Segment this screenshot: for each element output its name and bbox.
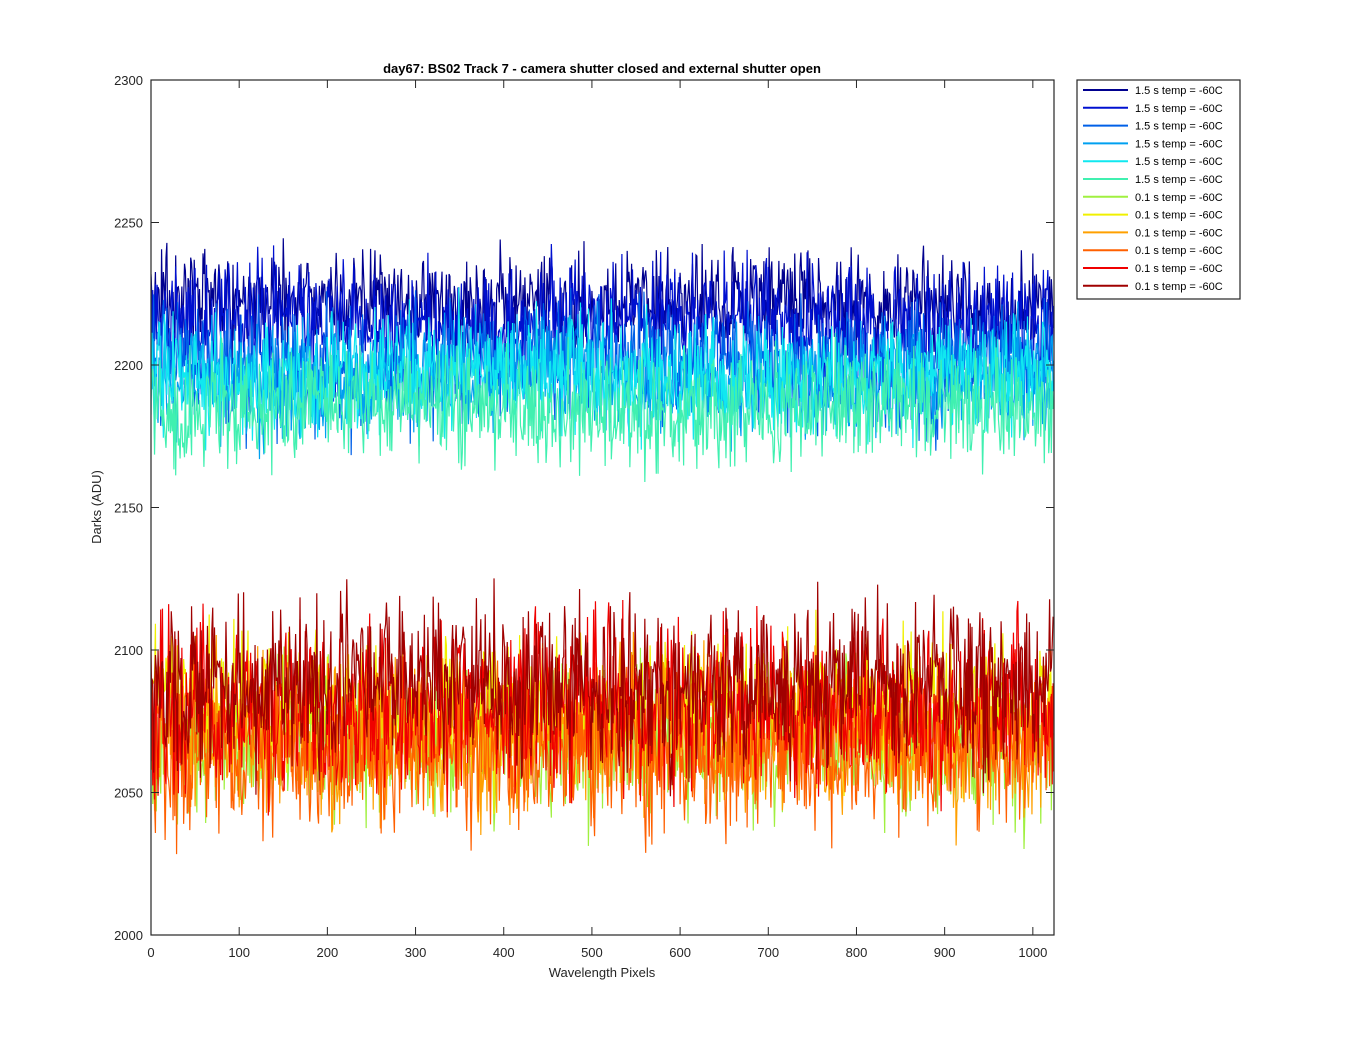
x-tick-label: 100	[228, 945, 250, 960]
series-line-6	[151, 332, 1054, 482]
x-tick-label: 300	[405, 945, 427, 960]
series-line-2	[151, 244, 1054, 402]
x-tick-label: 800	[846, 945, 868, 960]
x-tick-label: 400	[493, 945, 515, 960]
legend-label: 1.5 s temp = -60C	[1135, 103, 1223, 115]
y-tick-label: 2250	[114, 216, 143, 231]
legend-label: 1.5 s temp = -60C	[1135, 174, 1223, 186]
legend-label: 1.5 s temp = -60C	[1135, 121, 1223, 133]
x-tick-label: 500	[581, 945, 603, 960]
y-tick-label: 2000	[114, 928, 143, 943]
legend-items: 1.5 s temp = -60C 1.5 s temp = -60C 1.5 s …	[1083, 85, 1223, 293]
legend-label: 1.5 s temp = -60C	[1135, 156, 1223, 168]
legend-label: 0.1 s temp = -60C	[1135, 227, 1223, 239]
x-tick-label: 700	[757, 945, 779, 960]
legend-label: 0.1 s temp = -60C	[1135, 192, 1223, 204]
series-line-4	[151, 301, 1054, 460]
x-tick-label: 900	[934, 945, 956, 960]
legend-label: 1.5 s temp = -60C	[1135, 138, 1223, 150]
legend-box	[1076, 79, 1241, 300]
y-tick-label: 2150	[114, 501, 143, 516]
y-tick-label: 2300	[114, 73, 143, 88]
y-tick-label: 2050	[114, 786, 143, 801]
legend-label: 0.1 s temp = -60C	[1135, 263, 1223, 275]
legend-label: 0.1 s temp = -60C	[1135, 245, 1223, 257]
x-tick-label: 200	[317, 945, 339, 960]
y-axis-label: Darks (ADU)	[89, 470, 104, 544]
series-layer	[151, 238, 1054, 855]
x-tick-label: 600	[669, 945, 691, 960]
x-axis-label: Wavelength Pixels	[549, 965, 656, 980]
x-tick-label: 0	[147, 945, 154, 960]
ticks-layer: 0 100 200 300 400 500 600 700 800 900 1000 2000 2050…	[114, 73, 1054, 960]
series-line-12	[151, 578, 1054, 797]
legend-label: 1.5 s temp = -60C	[1135, 85, 1223, 97]
legend-label: 0.1 s temp = -60C	[1135, 281, 1223, 293]
chart-title: day67: BS02 Track 7 - camera shutter clo…	[383, 61, 821, 76]
series-line-10	[151, 647, 1054, 855]
legend-label: 0.1 s temp = -60C	[1135, 210, 1223, 222]
y-tick-label: 2100	[114, 643, 143, 658]
y-tick-label: 2200	[114, 358, 143, 373]
x-tick-label: 1000	[1018, 945, 1047, 960]
legend[interactable]: 1.5 s temp = -60C 1.5 s temp = -60C 1.5 s …	[1076, 79, 1241, 300]
